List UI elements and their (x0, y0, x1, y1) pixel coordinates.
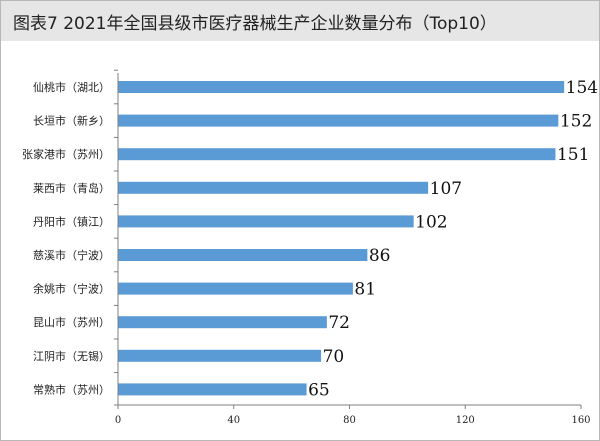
value-label: 102 (415, 212, 447, 232)
value-label: 72 (328, 313, 350, 333)
category-label: 慈溪市（宁波） (33, 248, 110, 262)
bar (118, 249, 368, 261)
category-label: 长垣市（新乡） (33, 114, 110, 128)
category-label: 昆山市（苏州） (33, 315, 110, 329)
bar (118, 114, 559, 127)
x-tick-label: 40 (227, 415, 240, 426)
bar (118, 215, 414, 228)
bar (118, 349, 322, 362)
x-tick-label: 120 (456, 415, 475, 426)
category-label: 江阴市（无锡） (33, 349, 110, 363)
chart-title: 图表7 2021年全国县级市医疗器械生产企业数量分布（Top10） (13, 14, 497, 34)
x-tick-label: 80 (343, 415, 356, 426)
value-label: 154 (566, 78, 598, 98)
category-label: 莱西市（青岛） (33, 181, 110, 195)
category-label: 仙桃市（湖北） (33, 80, 110, 94)
bar (118, 383, 307, 396)
bar (118, 181, 429, 194)
title-bar: 图表7 2021年全国县级市医疗器械生产企业数量分布（Top10） (1, 1, 599, 41)
category-label: 余姚市（宁波） (33, 282, 110, 296)
bar (118, 316, 327, 329)
value-label: 81 (354, 280, 376, 300)
category-label: 常熟市（苏州） (33, 382, 110, 396)
bar (118, 282, 353, 295)
category-label: 张家港市（苏州） (22, 147, 110, 161)
category-label: 丹阳市（镇江） (33, 214, 110, 228)
value-label: 86 (369, 246, 391, 266)
value-label: 70 (323, 347, 345, 367)
value-label: 107 (430, 179, 462, 199)
x-tick-label: 160 (571, 415, 590, 426)
value-label: 151 (557, 145, 589, 165)
x-tick-label: 0 (115, 415, 121, 426)
bar (118, 148, 556, 161)
value-label: 65 (308, 380, 330, 400)
value-label: 152 (560, 112, 592, 132)
bar (118, 81, 565, 93)
